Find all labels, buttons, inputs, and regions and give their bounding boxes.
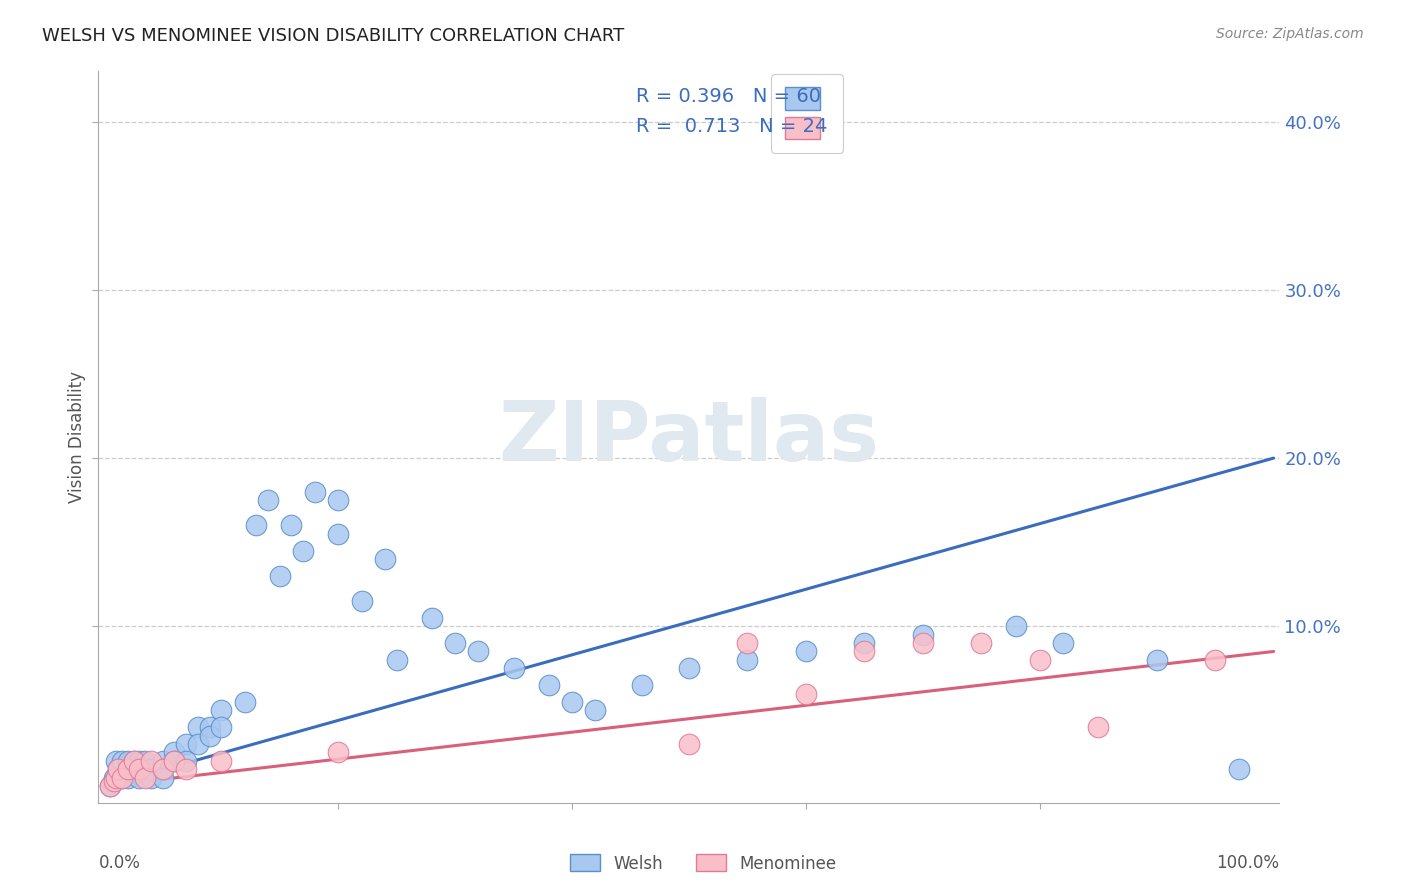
Point	[163, 754, 186, 768]
Point	[128, 762, 150, 776]
Point	[117, 754, 139, 768]
Point	[1204, 653, 1226, 667]
Legend: , : ,	[770, 74, 844, 153]
Point	[853, 644, 876, 658]
Text: 100.0%: 100.0%	[1216, 854, 1279, 872]
Point	[117, 762, 139, 776]
Y-axis label: Vision Disability: Vision Disability	[67, 371, 86, 503]
Legend: Welsh, Menominee: Welsh, Menominee	[562, 847, 844, 880]
Point	[326, 493, 349, 508]
Point	[117, 771, 139, 785]
Point	[350, 594, 373, 608]
Point	[280, 518, 302, 533]
Point	[631, 678, 654, 692]
Point	[117, 762, 139, 776]
Point	[1029, 653, 1052, 667]
Point	[152, 762, 174, 776]
Point	[122, 754, 145, 768]
Point	[502, 661, 524, 675]
Point	[737, 653, 759, 667]
Point	[326, 526, 349, 541]
Point	[163, 754, 186, 768]
Text: R =  0.713   N = 24: R = 0.713 N = 24	[636, 117, 827, 136]
Point	[561, 695, 583, 709]
Point	[98, 779, 121, 793]
Point	[1005, 619, 1028, 633]
Point	[152, 771, 174, 785]
Point	[128, 754, 150, 768]
Point	[139, 754, 162, 768]
Point	[678, 661, 700, 675]
Point	[187, 737, 209, 751]
Point	[174, 754, 197, 768]
Point	[209, 754, 232, 768]
Point	[174, 762, 197, 776]
Point	[1146, 653, 1168, 667]
Point	[174, 737, 197, 751]
Point	[209, 703, 232, 717]
Text: Source: ZipAtlas.com: Source: ZipAtlas.com	[1216, 27, 1364, 41]
Point	[245, 518, 267, 533]
Point	[1227, 762, 1250, 776]
Text: WELSH VS MENOMINEE VISION DISABILITY CORRELATION CHART: WELSH VS MENOMINEE VISION DISABILITY COR…	[42, 27, 624, 45]
Point	[128, 771, 150, 785]
Point	[853, 636, 876, 650]
Point	[107, 762, 129, 776]
Point	[304, 484, 326, 499]
Point	[794, 644, 817, 658]
Point	[385, 653, 408, 667]
Point	[104, 771, 127, 785]
Text: R = 0.396   N = 60: R = 0.396 N = 60	[636, 87, 821, 106]
Point	[444, 636, 467, 650]
Point	[111, 771, 134, 785]
Point	[198, 729, 221, 743]
Point	[152, 762, 174, 776]
Point	[152, 754, 174, 768]
Point	[257, 493, 280, 508]
Point	[292, 543, 315, 558]
Point	[269, 569, 291, 583]
Point	[911, 627, 934, 641]
Text: ZIPatlas: ZIPatlas	[499, 397, 879, 477]
Point	[107, 762, 129, 776]
Point	[198, 720, 221, 734]
Point	[911, 636, 934, 650]
Point	[128, 762, 150, 776]
Point	[122, 754, 145, 768]
Point	[134, 754, 156, 768]
Text: 0.0%: 0.0%	[98, 854, 141, 872]
Point	[1087, 720, 1109, 734]
Point	[970, 636, 993, 650]
Point	[794, 686, 817, 700]
Point	[537, 678, 560, 692]
Point	[420, 611, 443, 625]
Point	[467, 644, 489, 658]
Point	[233, 695, 256, 709]
Point	[326, 745, 349, 759]
Point	[111, 771, 134, 785]
Point	[187, 720, 209, 734]
Point	[98, 779, 121, 793]
Point	[103, 771, 125, 785]
Point	[139, 771, 162, 785]
Point	[678, 737, 700, 751]
Point	[134, 771, 156, 785]
Point	[104, 771, 127, 785]
Point	[374, 552, 396, 566]
Point	[104, 754, 127, 768]
Point	[1052, 636, 1074, 650]
Point	[139, 762, 162, 776]
Point	[209, 720, 232, 734]
Point	[737, 636, 759, 650]
Point	[103, 773, 125, 788]
Point	[111, 754, 134, 768]
Point	[163, 745, 186, 759]
Point	[122, 762, 145, 776]
Point	[583, 703, 606, 717]
